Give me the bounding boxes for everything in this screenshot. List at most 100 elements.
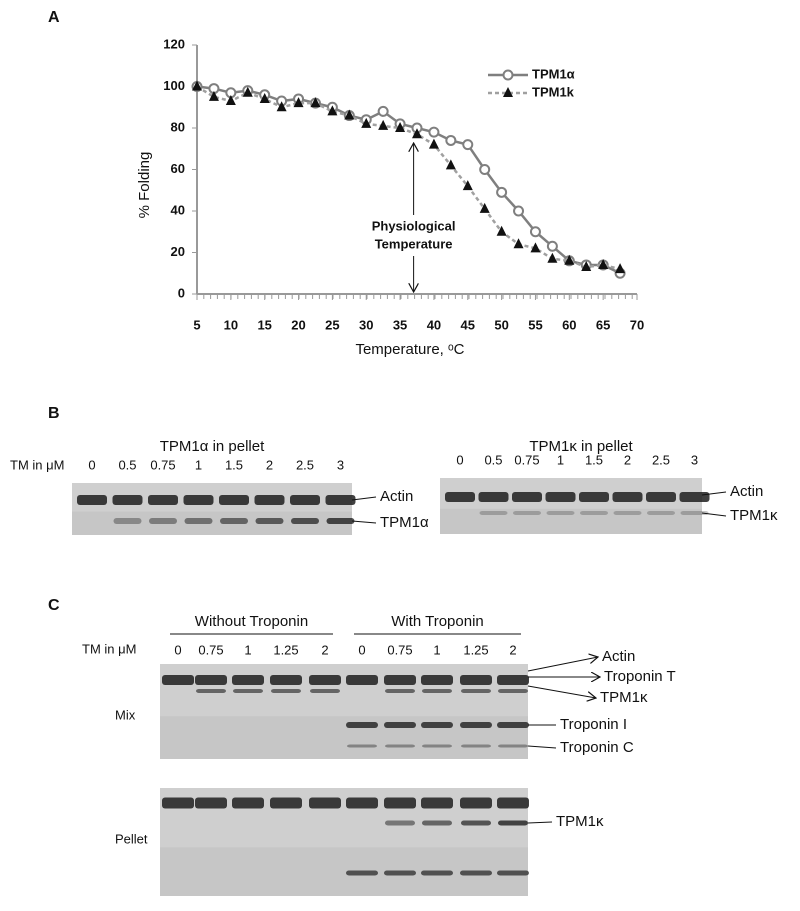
- x-tick-label: 70: [630, 317, 644, 332]
- band-pointer: [527, 821, 553, 824]
- lane-label: 1: [195, 457, 202, 472]
- x-tick-label: 10: [224, 317, 238, 332]
- band-pointer: [351, 496, 377, 501]
- tm-label: TM in μM: [82, 641, 136, 656]
- point: [293, 97, 304, 108]
- annotation: Physiological: [372, 218, 456, 233]
- point: [242, 86, 253, 97]
- band-label: TPM1α: [380, 514, 429, 531]
- band: [290, 495, 320, 505]
- y-tick-label: 60: [171, 161, 185, 176]
- band: [422, 744, 452, 748]
- band: [385, 820, 415, 826]
- band: [77, 495, 107, 505]
- band: [421, 870, 453, 876]
- panel-label: A: [48, 9, 60, 26]
- band: [478, 492, 509, 502]
- band: [422, 820, 452, 826]
- point: [462, 139, 474, 151]
- point: [259, 92, 270, 103]
- point: [395, 122, 406, 132]
- band-label: TPM1κ: [730, 507, 778, 524]
- lane-label: 2: [321, 642, 328, 657]
- point: [361, 117, 372, 128]
- band: [384, 675, 416, 685]
- band: [421, 675, 453, 685]
- band: [612, 492, 643, 502]
- band: [309, 675, 341, 685]
- lane-label: 0: [88, 457, 95, 472]
- point: [615, 263, 626, 274]
- legend-marker: [503, 87, 513, 97]
- band: [347, 744, 377, 748]
- point: [445, 159, 456, 170]
- row-label: Mix: [115, 707, 136, 722]
- band-label: Troponin C: [560, 739, 634, 756]
- band: [460, 722, 492, 728]
- band: [310, 689, 340, 693]
- lane-label: 1: [433, 642, 440, 657]
- band-pointer: [527, 685, 596, 698]
- band: [270, 797, 302, 809]
- point: [428, 138, 439, 149]
- band: [498, 689, 528, 693]
- band: [233, 689, 263, 693]
- band: [613, 511, 642, 515]
- band: [384, 797, 416, 809]
- y-tick-label: 100: [163, 78, 185, 93]
- x-axis-label: Temperature, ᵒC: [355, 341, 464, 358]
- band: [498, 744, 528, 748]
- point: [513, 238, 524, 249]
- band: [646, 492, 676, 502]
- band-label: Actin: [602, 648, 635, 665]
- band: [232, 797, 264, 809]
- lane-label: 2: [509, 642, 516, 657]
- band: [512, 492, 542, 502]
- band: [680, 511, 709, 515]
- band: [579, 492, 609, 502]
- point: [428, 126, 440, 138]
- band: [309, 797, 341, 809]
- y-tick-label: 40: [171, 202, 185, 217]
- gel-title: TPM1κ in pellet: [529, 438, 633, 455]
- band: [421, 797, 453, 809]
- point: [445, 134, 457, 146]
- band: [497, 797, 529, 809]
- point: [496, 186, 508, 198]
- band-label: TPM1κ: [600, 689, 648, 706]
- lane-label: 2.5: [296, 457, 314, 472]
- panel-label: B: [48, 405, 60, 422]
- lane-label: 1.25: [273, 642, 298, 657]
- band: [255, 518, 284, 524]
- band: [580, 511, 608, 515]
- band: [346, 797, 378, 809]
- lane-label: 0: [456, 452, 463, 467]
- point: [208, 90, 219, 101]
- lane-label: 0.75: [514, 452, 539, 467]
- tm-label: TM in μM: [10, 457, 64, 472]
- band: [497, 870, 529, 876]
- band: [460, 675, 492, 685]
- point: [462, 180, 473, 191]
- point: [378, 119, 389, 130]
- lane-label: 1.25: [463, 642, 488, 657]
- band: [162, 797, 194, 809]
- band-pointer: [527, 657, 598, 672]
- band: [195, 797, 227, 809]
- panel-label: C: [48, 597, 60, 614]
- band: [513, 511, 541, 515]
- lane-label: 0.75: [387, 642, 412, 657]
- band: [183, 495, 214, 505]
- x-tick-label: 30: [359, 317, 373, 332]
- x-tick-label: 65: [596, 317, 610, 332]
- point: [496, 225, 507, 236]
- band: [148, 495, 178, 505]
- band: [445, 492, 475, 502]
- band: [461, 689, 491, 693]
- point: [225, 95, 236, 106]
- band: [254, 495, 285, 505]
- point: [598, 258, 609, 269]
- band: [497, 722, 529, 728]
